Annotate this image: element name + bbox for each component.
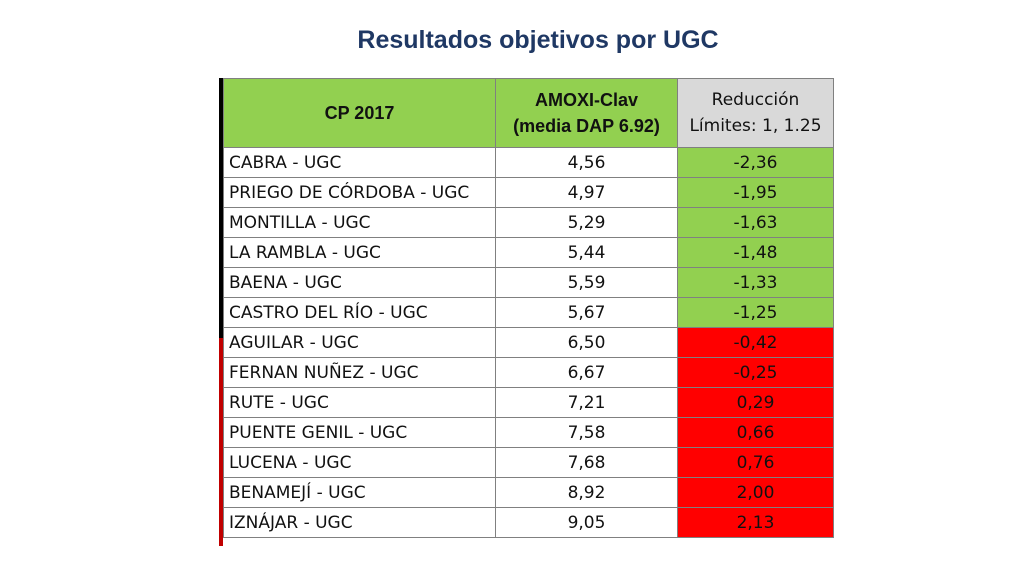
- reduccion-value-cell: -1,63: [677, 207, 834, 238]
- reduccion-value-cell: -1,48: [677, 237, 834, 268]
- reduccion-value-cell: -2,36: [677, 147, 834, 178]
- amoxi-value-cell: 5,44: [495, 237, 678, 268]
- amoxi-value-cell: 6,50: [495, 327, 678, 358]
- table-row: AGUILAR - UGC 6,50 -0,42: [223, 327, 834, 358]
- table-row: BAENA - UGC 5,59 -1,33: [223, 267, 834, 298]
- reduccion-value-cell: -1,25: [677, 297, 834, 328]
- reduccion-value-cell: 0,66: [677, 417, 834, 448]
- reduccion-value-cell: -1,95: [677, 177, 834, 208]
- table-row: MONTILLA - UGC 5,29 -1,63: [223, 207, 834, 238]
- ugc-name-cell: AGUILAR - UGC: [223, 327, 496, 358]
- header-reduccion-line1: Reducción: [711, 90, 800, 110]
- amoxi-value-cell: 4,56: [495, 147, 678, 178]
- amoxi-value-cell: 7,68: [495, 447, 678, 478]
- ugc-name-cell: RUTE - UGC: [223, 387, 496, 418]
- ugc-name-cell: FERNAN NUÑEZ - UGC: [223, 357, 496, 388]
- ugc-name-cell: CABRA - UGC: [223, 147, 496, 178]
- table-row: PUENTE GENIL - UGC 7,58 0,66: [223, 417, 834, 448]
- table-row: FERNAN NUÑEZ - UGC 6,67 -0,25: [223, 357, 834, 388]
- reduccion-value-cell: -0,25: [677, 357, 834, 388]
- reduccion-value-cell: -0,42: [677, 327, 834, 358]
- left-border-black: [219, 78, 223, 338]
- header-reduccion-line2: Límites: 1, 1.25: [689, 116, 822, 136]
- table-row: LUCENA - UGC 7,68 0,76: [223, 447, 834, 478]
- amoxi-value-cell: 7,21: [495, 387, 678, 418]
- reduccion-value-cell: 2,00: [677, 477, 834, 508]
- reduccion-value-cell: 2,13: [677, 507, 834, 538]
- table-row: BENAMEJÍ - UGC 8,92 2,00: [223, 477, 834, 508]
- left-border-red: [219, 338, 223, 546]
- header-reduccion: Reducción Límites: 1, 1.25: [677, 78, 834, 148]
- table-row: CASTRO DEL RÍO - UGC 5,67 -1,25: [223, 297, 834, 328]
- amoxi-value-cell: 8,92: [495, 477, 678, 508]
- table-row: CABRA - UGC 4,56 -2,36: [223, 147, 834, 178]
- reduccion-value-cell: 0,76: [677, 447, 834, 478]
- ugc-name-cell: CASTRO DEL RÍO - UGC: [223, 297, 496, 328]
- header-cp-2017: CP 2017: [223, 78, 496, 148]
- table-row: LA RAMBLA - UGC 5,44 -1,48: [223, 237, 834, 268]
- amoxi-value-cell: 5,67: [495, 297, 678, 328]
- amoxi-value-cell: 6,67: [495, 357, 678, 388]
- reduccion-value-cell: -1,33: [677, 267, 834, 298]
- header-amoxi-line1: AMOXI-Clav: [534, 90, 639, 110]
- amoxi-value-cell: 9,05: [495, 507, 678, 538]
- table-row: PRIEGO DE CÓRDOBA - UGC 4,97 -1,95: [223, 177, 834, 208]
- ugc-name-cell: BENAMEJÍ - UGC: [223, 477, 496, 508]
- table-row: IZNÁJAR - UGC 9,05 2,13: [223, 507, 834, 538]
- ugc-name-cell: LUCENA - UGC: [223, 447, 496, 478]
- ugc-name-cell: MONTILLA - UGC: [223, 207, 496, 238]
- table-header-row: CP 2017 AMOXI-Clav (media DAP 6.92) Redu…: [223, 78, 834, 148]
- ugc-name-cell: PRIEGO DE CÓRDOBA - UGC: [223, 177, 496, 208]
- amoxi-value-cell: 5,29: [495, 207, 678, 238]
- table-row: RUTE - UGC 7,21 0,29: [223, 387, 834, 418]
- results-table-container: CP 2017 AMOXI-Clav (media DAP 6.92) Redu…: [219, 78, 834, 546]
- table-body: CABRA - UGC 4,56 -2,36 PRIEGO DE CÓRDOBA - …: [223, 147, 834, 538]
- ugc-name-cell: LA RAMBLA - UGC: [223, 237, 496, 268]
- amoxi-value-cell: 7,58: [495, 417, 678, 448]
- amoxi-value-cell: 4,97: [495, 177, 678, 208]
- ugc-name-cell: PUENTE GENIL - UGC: [223, 417, 496, 448]
- header-amoxi-line2: (media DAP 6.92): [513, 116, 660, 136]
- results-table: CP 2017 AMOXI-Clav (media DAP 6.92) Redu…: [223, 78, 834, 538]
- amoxi-value-cell: 5,59: [495, 267, 678, 298]
- ugc-name-cell: BAENA - UGC: [223, 267, 496, 298]
- page-title: Resultados objetivos por UGC: [357, 26, 719, 54]
- reduccion-value-cell: 0,29: [677, 387, 834, 418]
- ugc-name-cell: IZNÁJAR - UGC: [223, 507, 496, 538]
- header-amoxi-clav: AMOXI-Clav (media DAP 6.92): [495, 78, 678, 148]
